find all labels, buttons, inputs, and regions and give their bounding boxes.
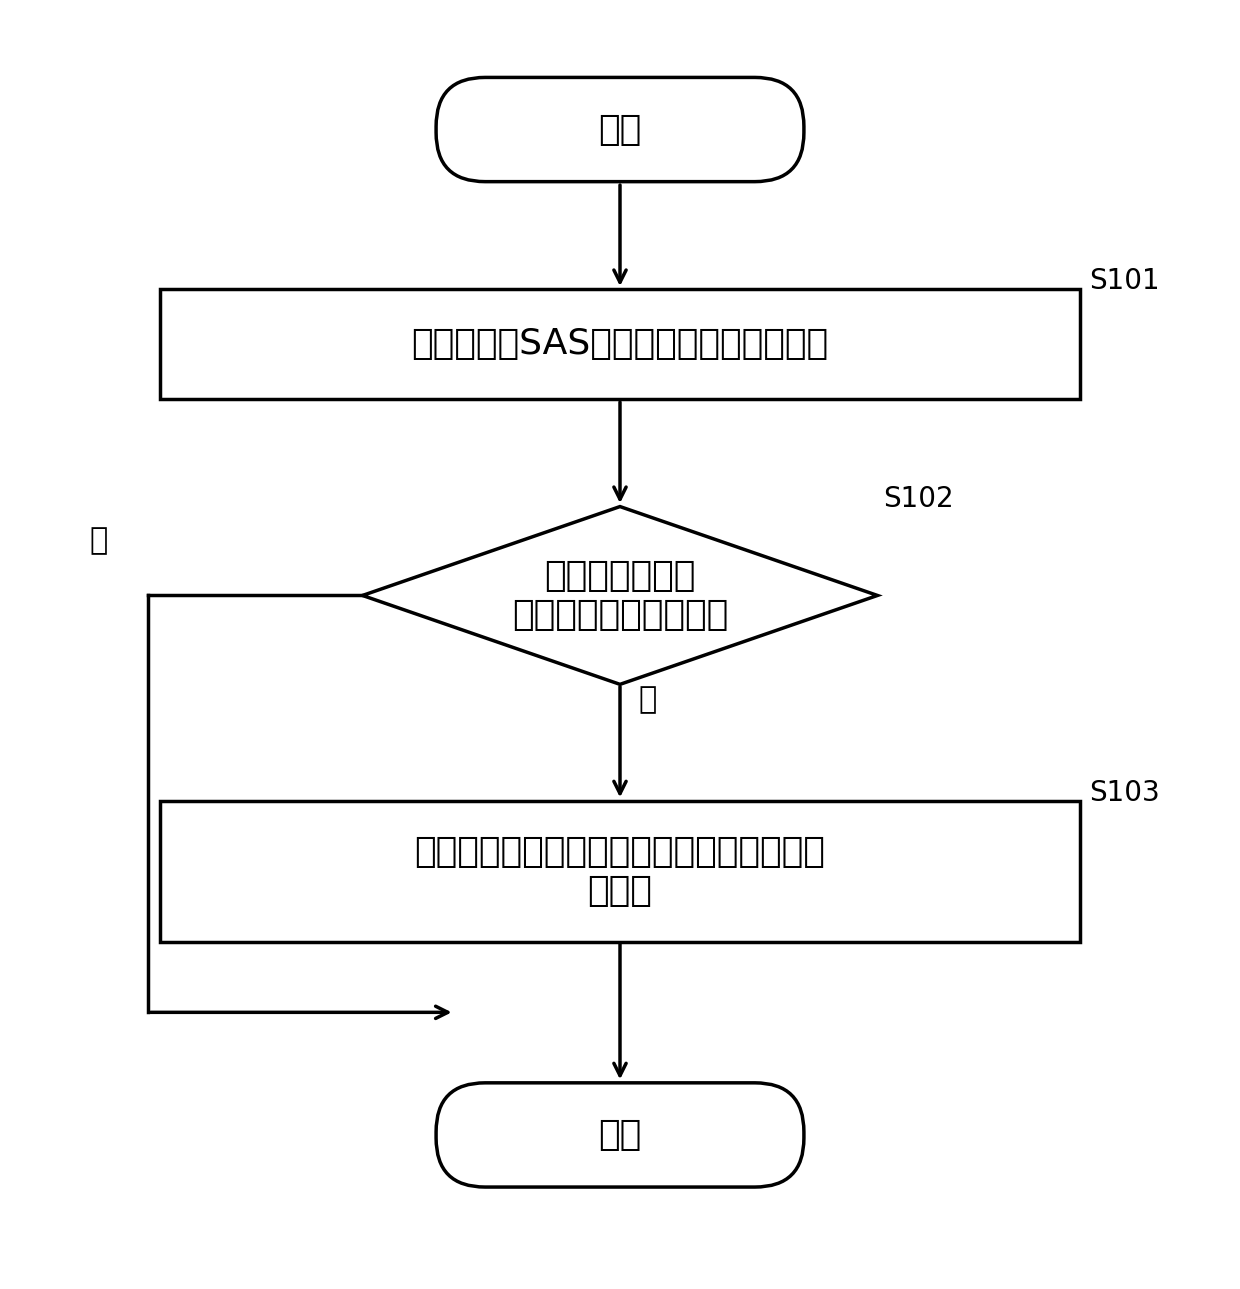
FancyBboxPatch shape bbox=[436, 1083, 804, 1187]
Text: 结束: 结束 bbox=[599, 1118, 641, 1152]
Text: 开始: 开始 bbox=[599, 112, 641, 147]
Text: S101: S101 bbox=[1090, 267, 1161, 295]
Text: 判断故障错误码
是否存在于故障列表中: 判断故障错误码 是否存在于故障列表中 bbox=[512, 558, 728, 632]
Text: 是: 是 bbox=[639, 686, 657, 714]
Text: 当所述后端SAS故障时，接收故障错误码: 当所述后端SAS故障时，接收故障错误码 bbox=[412, 327, 828, 361]
Text: 从故障列表中确定故障错误码对应的故障位
置信息: 从故障列表中确定故障错误码对应的故障位 置信息 bbox=[414, 835, 826, 907]
Bar bbox=[160, 289, 1080, 400]
Polygon shape bbox=[362, 507, 878, 684]
Text: 否: 否 bbox=[89, 526, 108, 554]
Text: S103: S103 bbox=[1090, 779, 1161, 807]
Bar bbox=[160, 800, 1080, 942]
FancyBboxPatch shape bbox=[436, 77, 804, 182]
Text: S102: S102 bbox=[884, 485, 955, 513]
